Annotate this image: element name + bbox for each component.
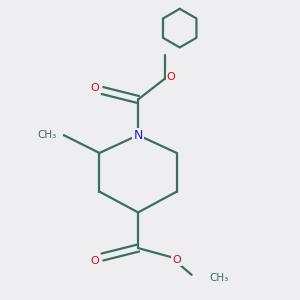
- Text: CH₃: CH₃: [209, 273, 229, 283]
- Text: O: O: [91, 82, 99, 93]
- Text: O: O: [172, 255, 181, 265]
- Text: O: O: [91, 256, 99, 266]
- Text: CH₃: CH₃: [37, 130, 56, 140]
- Text: O: O: [167, 72, 175, 82]
- Text: N: N: [134, 129, 143, 142]
